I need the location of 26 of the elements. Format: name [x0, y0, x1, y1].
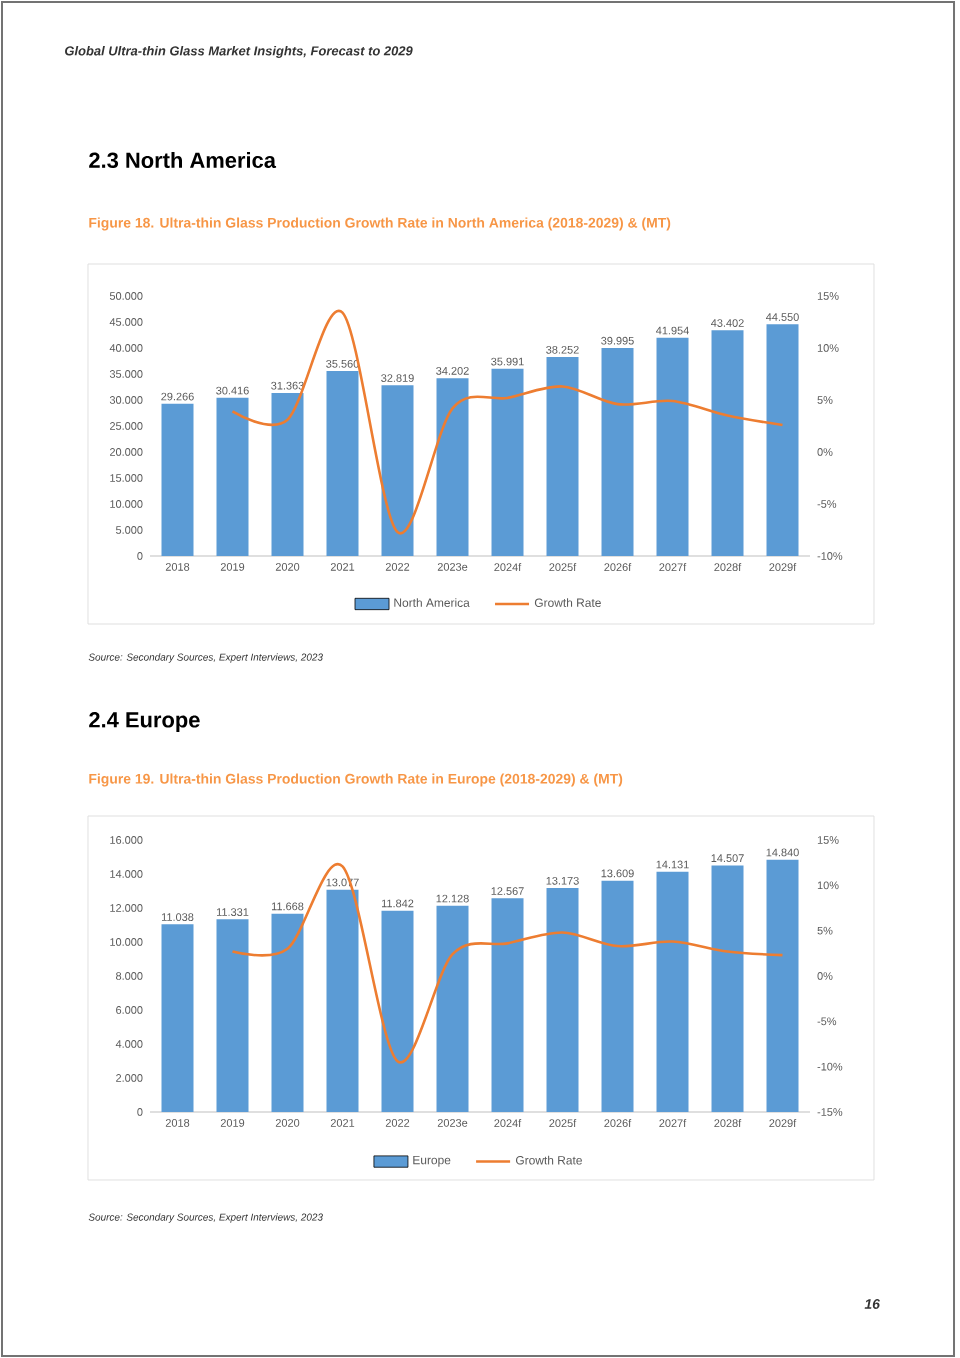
bar	[656, 337, 689, 556]
bar	[711, 865, 744, 1112]
bar	[491, 898, 524, 1112]
bar	[216, 397, 249, 556]
bar	[271, 392, 304, 556]
bar	[326, 889, 359, 1112]
bar	[601, 880, 634, 1112]
bar	[546, 357, 579, 556]
bar	[216, 919, 249, 1112]
bar	[381, 910, 414, 1112]
bar	[161, 924, 194, 1112]
bar	[326, 371, 359, 556]
chart-subtitle: 2.4 Europe	[89, 712, 200, 732]
bar	[436, 378, 469, 556]
bar	[546, 888, 579, 1112]
bar	[601, 348, 634, 556]
bar	[766, 859, 799, 1112]
bar	[766, 324, 799, 556]
bar	[271, 913, 304, 1112]
bar	[711, 330, 744, 556]
bar	[491, 368, 524, 556]
bar	[161, 403, 194, 556]
bar	[436, 905, 469, 1112]
bar	[381, 385, 414, 556]
bar	[656, 871, 689, 1112]
chart-subtitle: 2.3 North America	[89, 151, 277, 169]
